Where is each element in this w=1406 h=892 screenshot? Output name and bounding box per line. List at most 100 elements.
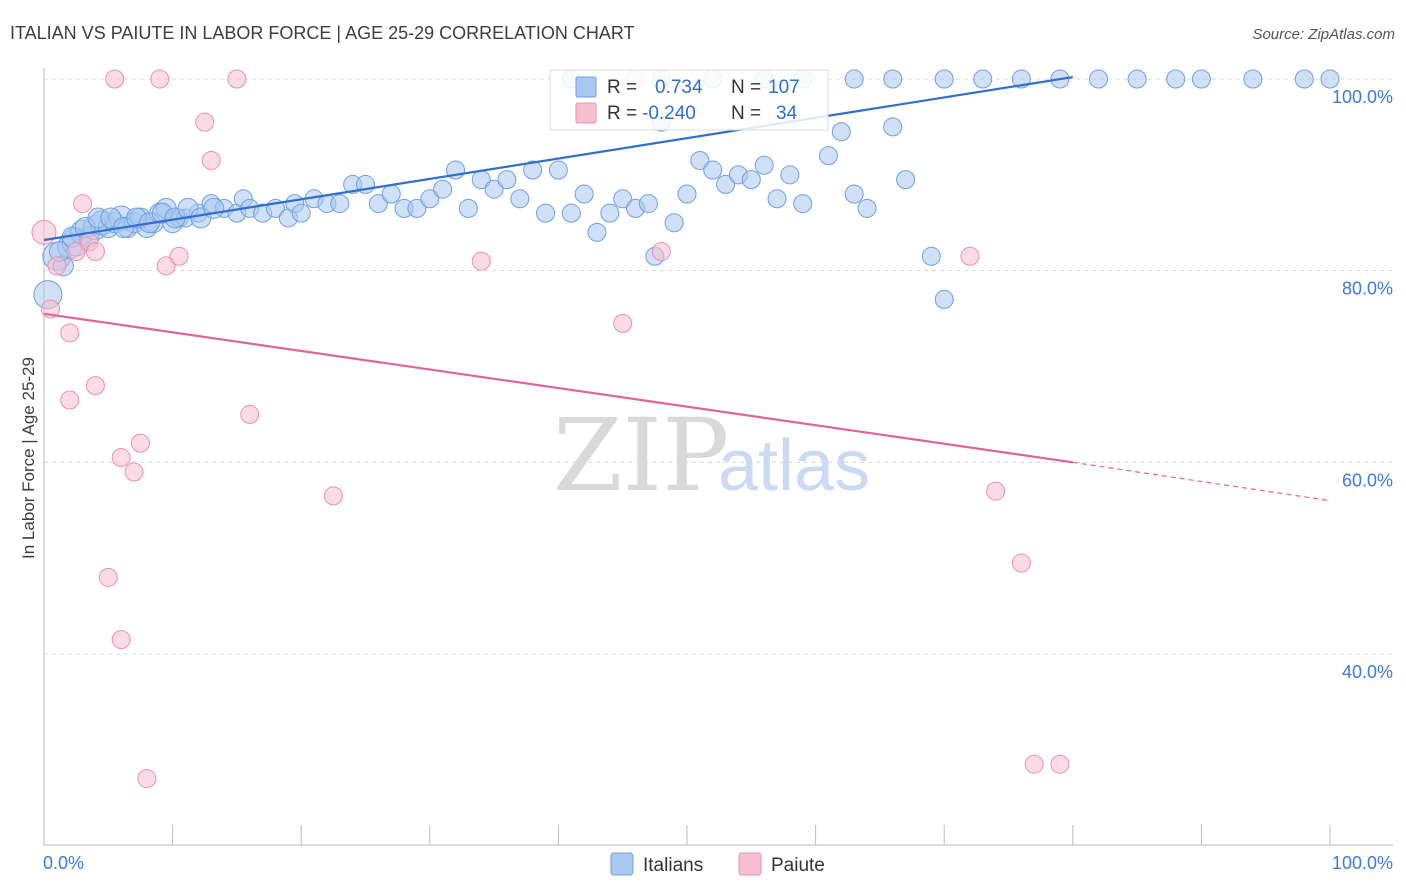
paiute-point (98, 567, 118, 587)
paiute-trend-line-extension (1072, 461, 1331, 502)
bottom-legend-swatch-paiute (738, 852, 762, 876)
legend-r-label-paiute: R = (607, 103, 637, 124)
italians-point (780, 165, 800, 185)
bottom-legend-label-italians: Italians (643, 855, 703, 876)
italians-point (381, 184, 401, 204)
legend-swatch-paiute (575, 102, 597, 124)
paiute-point (124, 462, 144, 482)
italians-point (973, 69, 993, 89)
italians-point (818, 146, 838, 166)
italians-point (921, 246, 941, 266)
italians-point (1320, 69, 1340, 89)
legend-r-label-italians: R = (607, 77, 637, 98)
paiute-point (31, 219, 57, 245)
italians-point (420, 189, 440, 209)
paiute-point (651, 242, 671, 261)
paiute-point (111, 630, 131, 650)
paiute-point (323, 486, 343, 506)
y-axis-label: In Labor Force | Age 25-29 (19, 357, 38, 559)
italians-point (883, 69, 903, 89)
paiute-point (137, 769, 157, 789)
italians-point (934, 289, 954, 309)
paiute-trend-line (43, 312, 1073, 464)
italians-point (433, 179, 453, 199)
italians-point (484, 179, 504, 199)
italians-point (1191, 69, 1211, 89)
italians-point (561, 203, 581, 223)
italians-point (857, 198, 877, 218)
italians-point (1294, 69, 1314, 89)
italians-point (638, 194, 658, 214)
italians-point (741, 170, 761, 190)
paiute-point (471, 251, 491, 271)
paiute-point (1011, 553, 1031, 573)
italians-point (716, 174, 736, 194)
paiute-point (60, 323, 80, 343)
paiute-point (85, 376, 105, 396)
italians-point (587, 222, 607, 242)
legend-r-value-paiute: -0.240 (642, 103, 696, 124)
italians-point (1089, 69, 1109, 89)
italians-point (831, 122, 851, 142)
italians-point (844, 184, 864, 204)
y-tick-label: 60.0% (1342, 470, 1393, 490)
chart-source: Source: ZipAtlas.com (1252, 26, 1395, 43)
paiute-point (156, 256, 176, 276)
paiute-point (73, 194, 93, 214)
chart-title: ITALIAN VS PAIUTE IN LABOR FORCE | AGE 2… (10, 23, 635, 43)
legend-r-value-italians: 0.734 (655, 77, 703, 98)
italians-point (600, 203, 620, 223)
italians-point (1166, 69, 1186, 89)
paiute-point (60, 390, 80, 410)
paiute-point (105, 69, 125, 89)
italians-point (574, 184, 594, 204)
legend-n-value-paiute: 34 (776, 103, 798, 124)
x-tick-label-max: 100.0% (1332, 853, 1393, 873)
italians-point (203, 197, 225, 219)
italians-point (523, 160, 543, 180)
paiute-point (986, 481, 1006, 501)
bottom-legend-swatch-italians (610, 852, 634, 876)
italians-point (497, 170, 517, 190)
y-tick-label: 40.0% (1342, 662, 1393, 682)
italians-point (754, 155, 774, 175)
italians-point (677, 184, 697, 204)
legend-swatch-italians (575, 76, 597, 98)
italians-point (368, 194, 388, 214)
italians-point (536, 203, 556, 223)
paiute-point (201, 150, 221, 170)
axes (43, 68, 1393, 846)
italians-point (613, 189, 633, 209)
italians-point (548, 160, 568, 180)
bottom-legend-label-paiute: Paiute (771, 855, 825, 876)
trend-lines (43, 75, 1331, 502)
italians-point (291, 203, 311, 223)
y-tick-labels: 100.0% 80.0% 60.0% 40.0% (1332, 87, 1393, 682)
y-tick-label: 80.0% (1342, 279, 1393, 299)
watermark-atlas: atlas (718, 426, 870, 506)
italians-point (767, 189, 787, 209)
italians-point (934, 69, 954, 89)
paiute-point (613, 313, 633, 333)
italians-point (330, 194, 350, 214)
paiute-point (150, 69, 170, 89)
italians-point (703, 160, 723, 180)
italians-point (690, 150, 710, 170)
italians-point (510, 189, 530, 209)
italians-point (458, 198, 478, 218)
legend-n-label-paiute: N = (731, 103, 761, 124)
stats-legend: R = 0.734 N = 107 R = -0.240 N = 34 (549, 69, 829, 131)
paiute-point (169, 246, 189, 266)
italians-point (793, 194, 813, 214)
italians-point (896, 170, 916, 190)
paiute-point (1050, 754, 1070, 774)
paiute-point (130, 433, 150, 453)
legend-n-value-italians: 107 (768, 77, 800, 98)
italians-point (1127, 69, 1147, 89)
y-tick-label: 100.0% (1332, 87, 1393, 107)
paiute-point (195, 112, 215, 132)
x-tick-label-min: 0.0% (43, 853, 84, 873)
italians-point (664, 213, 684, 233)
paiute-point (227, 69, 247, 89)
